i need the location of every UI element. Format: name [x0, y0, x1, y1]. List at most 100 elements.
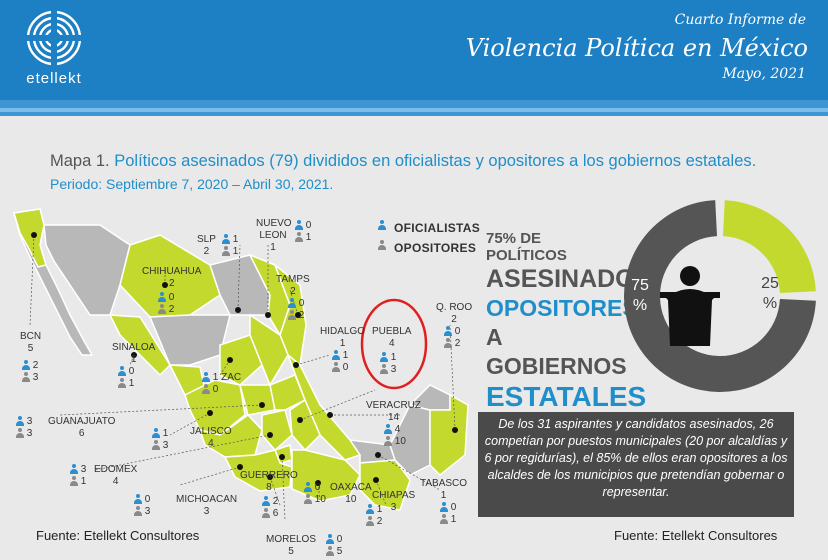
opositores-donut-chart: [624, 200, 816, 392]
oficialistas-icon: [295, 220, 303, 231]
oficialistas-icon: [158, 292, 166, 303]
headline-line-5: ESTATALES: [486, 381, 647, 412]
state-label-jalisco: JALISCO 4: [190, 426, 232, 449]
state-counts-slp: 1 1: [222, 234, 238, 258]
state-counts-guanajuato: 3 3: [16, 416, 32, 440]
explanatory-note: De los 31 aspirantes y candidatos asesin…: [478, 412, 794, 517]
opositores-icon: [332, 362, 340, 373]
opositores-icon: [202, 384, 210, 395]
state-label-bcn: BCN 5: [20, 331, 42, 354]
state-counts-morelos: 0 5: [326, 534, 342, 558]
opositores-icon: [380, 364, 388, 375]
opositores-person-icon: [378, 240, 390, 256]
headline-line-2: ASESINADOS,: [486, 265, 659, 293]
hidalgo-shape: [269, 374, 306, 411]
state-counts-oaxaca: 0 10: [304, 482, 326, 506]
state-counts-chihuahua: 0 2: [158, 292, 174, 316]
map-legend: OFICIALISTAS OPOSITORES: [378, 218, 480, 258]
oficialistas-icon: [288, 298, 296, 309]
opositores-icon: [118, 378, 126, 389]
map-caption-text: Políticos asesinados (79) divididos en o…: [114, 152, 757, 170]
source-right: Fuente: Etellekt Consultores: [614, 528, 778, 543]
map-caption-period: Periodo: Septiembre 7, 2020 – Abril 30, …: [50, 176, 334, 192]
opositores-icon: [304, 494, 312, 505]
source-left: Fuente: Etellekt Consultores: [36, 528, 200, 543]
headline-line-3: OPOSITORES: [486, 295, 638, 321]
oficialistas-icon: [262, 496, 270, 507]
state-label-guanajuato: GUANAJUATO 6: [48, 416, 116, 439]
state-label-tabasco: TABASCO 1: [420, 478, 468, 501]
opositores-icon: [152, 440, 160, 451]
zac-shape: [219, 334, 263, 386]
state-label-morelos: MORELOS 5: [266, 534, 317, 557]
oficialistas-icon: [222, 234, 230, 245]
map-caption-label: Mapa 1.: [50, 152, 110, 170]
state-counts-zac: 1 ZAC 0: [202, 372, 241, 396]
oficialistas-icon: [304, 482, 312, 493]
state-counts-bcn: 2 3: [22, 360, 38, 384]
state-label-guerrero: GUERRERO 8: [240, 470, 298, 493]
opositores-icon: [22, 372, 30, 383]
oficialistas-icon: [444, 326, 452, 337]
opositores-icon: [134, 506, 142, 517]
donut-slice-oficialistas: [722, 200, 816, 294]
state-counts-sinaloa: 0 1: [118, 366, 134, 390]
state-counts-hidalgo: 1 0: [332, 350, 348, 374]
oficialistas-icon: [380, 352, 388, 363]
state-label-qroo: Q. ROO 2: [436, 302, 473, 325]
oficialistas-icon: [326, 534, 334, 545]
state-counts-nuevoleon: 0 1: [295, 220, 311, 244]
header-banner: [0, 0, 828, 100]
opositores-icon: [70, 476, 78, 487]
bcn-shape: [13, 208, 47, 268]
state-counts-qroo: 0 2: [444, 326, 460, 350]
oficialistas-icon: [332, 350, 340, 361]
logo-text: etellekt: [26, 70, 82, 87]
opositores-icon: [262, 508, 270, 519]
oficialistas-icon: [366, 504, 374, 515]
state-label-tamps: TAMPS 2: [276, 274, 310, 297]
state-label-slp: SLP 2: [197, 234, 216, 257]
oficialistas-icon: [384, 424, 392, 435]
header-stripe-light: [0, 108, 828, 112]
oficialistas-icon: [440, 502, 448, 513]
michoacan-shape: [198, 414, 263, 458]
oficialistas-person-icon: [378, 220, 390, 236]
legend-oficialistas: OFICIALISTAS: [378, 218, 480, 238]
state-label-oaxaca: OAXACA 10: [330, 482, 372, 505]
oficialistas-icon: [22, 360, 30, 371]
oficialistas-icon: [202, 372, 210, 383]
oficialistas-icon: [70, 464, 78, 475]
state-label-hidalgo: HIDALGO 1: [320, 326, 366, 349]
opositores-icon: [384, 436, 392, 447]
map-caption: Mapa 1. Políticos asesinados (79) dividi…: [50, 150, 770, 196]
opositores-icon: [158, 304, 166, 315]
state-counts-michoacan: 0 3: [134, 494, 150, 518]
state-counts-tamps: 0 2: [288, 298, 304, 322]
report-date: Mayo, 2021: [722, 66, 806, 82]
headline-figure: 75% DE POLÍTICOS ASESINADOS, OPOSITORES …: [486, 230, 659, 413]
opositores-icon: [366, 516, 374, 527]
oficialistas-icon: [16, 416, 24, 427]
legend-opositores: OPOSITORES: [378, 238, 480, 258]
headline-line-1: 75% DE POLÍTICOS: [486, 230, 567, 264]
report-title: Violencia Política en México: [465, 34, 808, 62]
state-counts-edomex: 3 1: [70, 464, 86, 488]
headline-line-4: A GOBIERNOS: [486, 324, 627, 379]
chihuahua-shape: [119, 234, 221, 318]
state-counts-guerrero: 2 6: [262, 496, 278, 520]
state-counts-tabasco: 0 1: [440, 502, 456, 526]
etellekt-logo-icon: [26, 10, 82, 66]
opositores-icon: [444, 338, 452, 349]
report-number: Cuarto Informe de: [674, 12, 806, 28]
opositores-icon: [222, 246, 230, 257]
puebla-highlight-circle: [360, 298, 428, 390]
edomex-shape: [261, 409, 293, 452]
opositores-percent-label: 75 %: [631, 277, 649, 314]
state-label-edomex: EDOMEX 4: [94, 464, 138, 487]
state-counts-veracruz: 4 10: [384, 424, 406, 448]
guanajuato-shape: [239, 384, 276, 416]
speaker-at-podium-icon: [660, 266, 720, 346]
oficialistas-icon: [134, 494, 142, 505]
opositores-icon: [440, 514, 448, 525]
